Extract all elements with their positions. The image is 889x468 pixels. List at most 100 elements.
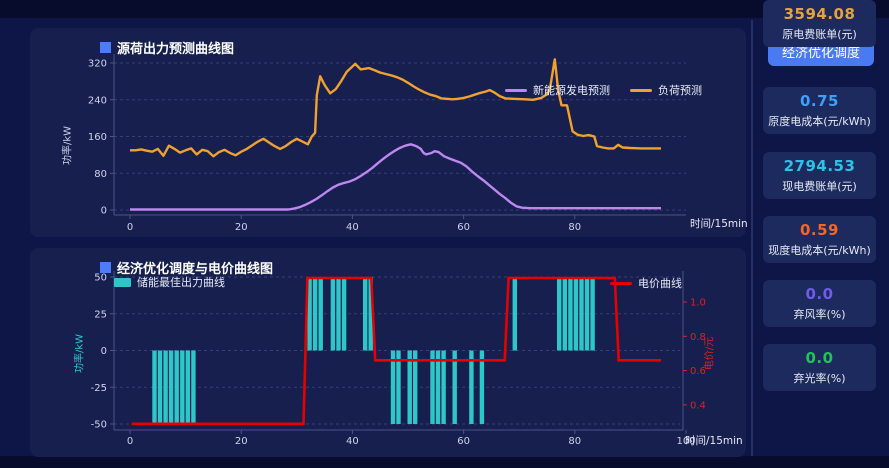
storage-bar (413, 350, 418, 424)
price-line-swatch-icon (610, 281, 632, 285)
svg-text:0.4: 0.4 (690, 400, 706, 411)
storage-bar (168, 350, 174, 424)
svg-text:20: 20 (235, 436, 248, 447)
forecast-y-axis-title: 功率/kW (62, 125, 74, 166)
storage-bar (180, 350, 185, 424)
svg-text:25: 25 (94, 309, 107, 320)
top-strip (0, 0, 889, 18)
svg-text:0: 0 (127, 436, 133, 447)
stat-card-original-unit-cost: 0.75 原度电成本(元/kWh) (763, 87, 876, 134)
storage-bar (152, 350, 157, 424)
dispatch-chart-plot: -50 -25 0 25 50 0 20 40 60 80 100 0.4 0.6 0.8 1.0 (91, 271, 706, 447)
storage-bar (336, 277, 341, 351)
svg-text:50: 50 (94, 273, 107, 284)
svg-text:-50: -50 (91, 420, 107, 431)
stat-value: 0.75 (799, 92, 839, 110)
storage-bar (407, 350, 412, 424)
stat-value: 2794.53 (783, 157, 856, 175)
stat-card-current-unit-cost: 0.59 现度电成本(元/kWh) (763, 216, 876, 263)
storage-bar (185, 350, 190, 424)
svg-text:1.0: 1.0 (690, 298, 706, 309)
series-新能源发电预测 (130, 143, 661, 211)
storage-bar (157, 350, 163, 424)
storage-bar (568, 277, 573, 351)
svg-text:0.6: 0.6 (690, 366, 706, 377)
stat-label: 弃光率(%) (793, 372, 846, 385)
storage-bar (579, 277, 584, 351)
title-square-icon (100, 262, 111, 273)
svg-text:0: 0 (101, 346, 107, 357)
price-legend: 电价曲线 (610, 275, 682, 291)
svg-text:40: 40 (346, 436, 359, 447)
legend-item-storage-output[interactable]: 储能最佳出力曲线 (114, 274, 225, 290)
forecast-legend: 新能源发电预测 负荷预测 (505, 82, 702, 98)
forecast-chart-panel: 源荷出力预测曲线图 新能源发电预测 负荷预测 功率/kW 时间/15min 0 8… (30, 28, 748, 237)
svg-text:0: 0 (101, 206, 107, 217)
storage-bar (512, 277, 517, 351)
stat-card-original-bill: 3594.08 原电费账单(元) (763, 0, 876, 47)
price-curve (131, 276, 661, 426)
dispatch-x-axis-title: 时间/15min (685, 435, 743, 447)
storage-bar (163, 350, 168, 424)
stat-card-solar-curtailment: 0.0 弃光率(%) (763, 344, 876, 391)
storage-bar (479, 350, 485, 424)
stat-value: 3594.08 (783, 5, 856, 23)
legend-item-renewable-forecast[interactable]: 新能源发电预测 (505, 82, 610, 98)
storage-bar (441, 350, 446, 424)
storage-legend-label: 储能最佳出力曲线 (137, 276, 225, 289)
stat-label: 现电费账单(元) (782, 180, 857, 193)
svg-text:20: 20 (235, 222, 248, 233)
storage-bar (341, 277, 347, 351)
svg-text:-25: -25 (91, 383, 107, 394)
svg-text:60: 60 (457, 222, 470, 233)
storage-bar (363, 277, 368, 351)
forecast-chart-title: 源荷出力预测曲线图 (100, 38, 234, 57)
renewable-legend-label: 新能源发电预测 (533, 84, 610, 97)
svg-text:240: 240 (88, 95, 107, 106)
stats-sidebar: 经济优化调度 3594.08 原电费账单(元) 0.75 原度电成本(元/kWh… (755, 0, 889, 468)
stat-value: 0.0 (805, 285, 834, 303)
svg-text:80: 80 (568, 436, 581, 447)
svg-text:0: 0 (127, 222, 133, 233)
storage-bar (590, 277, 595, 351)
storage-bar (430, 350, 435, 424)
svg-text:60: 60 (457, 436, 470, 447)
storage-bar (469, 350, 474, 424)
storage-bar (557, 277, 562, 351)
svg-text:0.8: 0.8 (690, 332, 706, 343)
forecast-chart-plot: 0 80 160 240 320 0 20 40 60 80 (88, 54, 686, 233)
stat-label: 原度电成本(元/kWh) (768, 115, 871, 128)
dispatch-chart-panel: 经济优化调度与电价曲线图 储能最佳出力曲线 电价曲线 功率/kW 电价/元 时间… (30, 248, 746, 457)
forecast-x-axis-title: 时间/15min (690, 218, 748, 230)
stat-label: 弃风率(%) (793, 308, 846, 321)
vertical-divider (751, 20, 753, 456)
storage-bar (307, 277, 312, 351)
stat-label: 原电费账单(元) (782, 28, 857, 41)
load-line-swatch-icon (630, 88, 652, 92)
svg-text:80: 80 (568, 222, 581, 233)
stat-value: 0.59 (799, 221, 839, 239)
storage-bar (312, 277, 318, 351)
storage-bar (318, 277, 323, 351)
storage-bar (562, 277, 567, 351)
forecast-chart-title-text: 源荷出力预测曲线图 (117, 42, 235, 57)
dispatch-right-y-axis-title: 电价/元 (704, 336, 716, 371)
stat-label: 现度电成本(元/kWh) (768, 244, 871, 257)
storage-bar (396, 350, 401, 424)
svg-text:320: 320 (88, 59, 107, 70)
stat-card-wind-curtailment: 0.0 弃风率(%) (763, 280, 876, 327)
title-square-icon (100, 42, 111, 53)
storage-bar (584, 277, 590, 351)
storage-bar (174, 350, 179, 424)
price-legend-label: 电价曲线 (638, 277, 682, 290)
legend-item-price-curve[interactable]: 电价曲线 (610, 275, 682, 291)
series-负荷预测 (130, 58, 661, 158)
bottom-strip (0, 456, 889, 468)
storage-bar (390, 350, 396, 424)
svg-text:40: 40 (346, 222, 359, 233)
legend-item-load-forecast[interactable]: 负荷预测 (630, 82, 702, 98)
stat-card-current-bill: 2794.53 现电费账单(元) (763, 152, 876, 199)
dispatch-chart-title-text: 经济优化调度与电价曲线图 (117, 262, 274, 277)
storage-bar (573, 277, 579, 351)
